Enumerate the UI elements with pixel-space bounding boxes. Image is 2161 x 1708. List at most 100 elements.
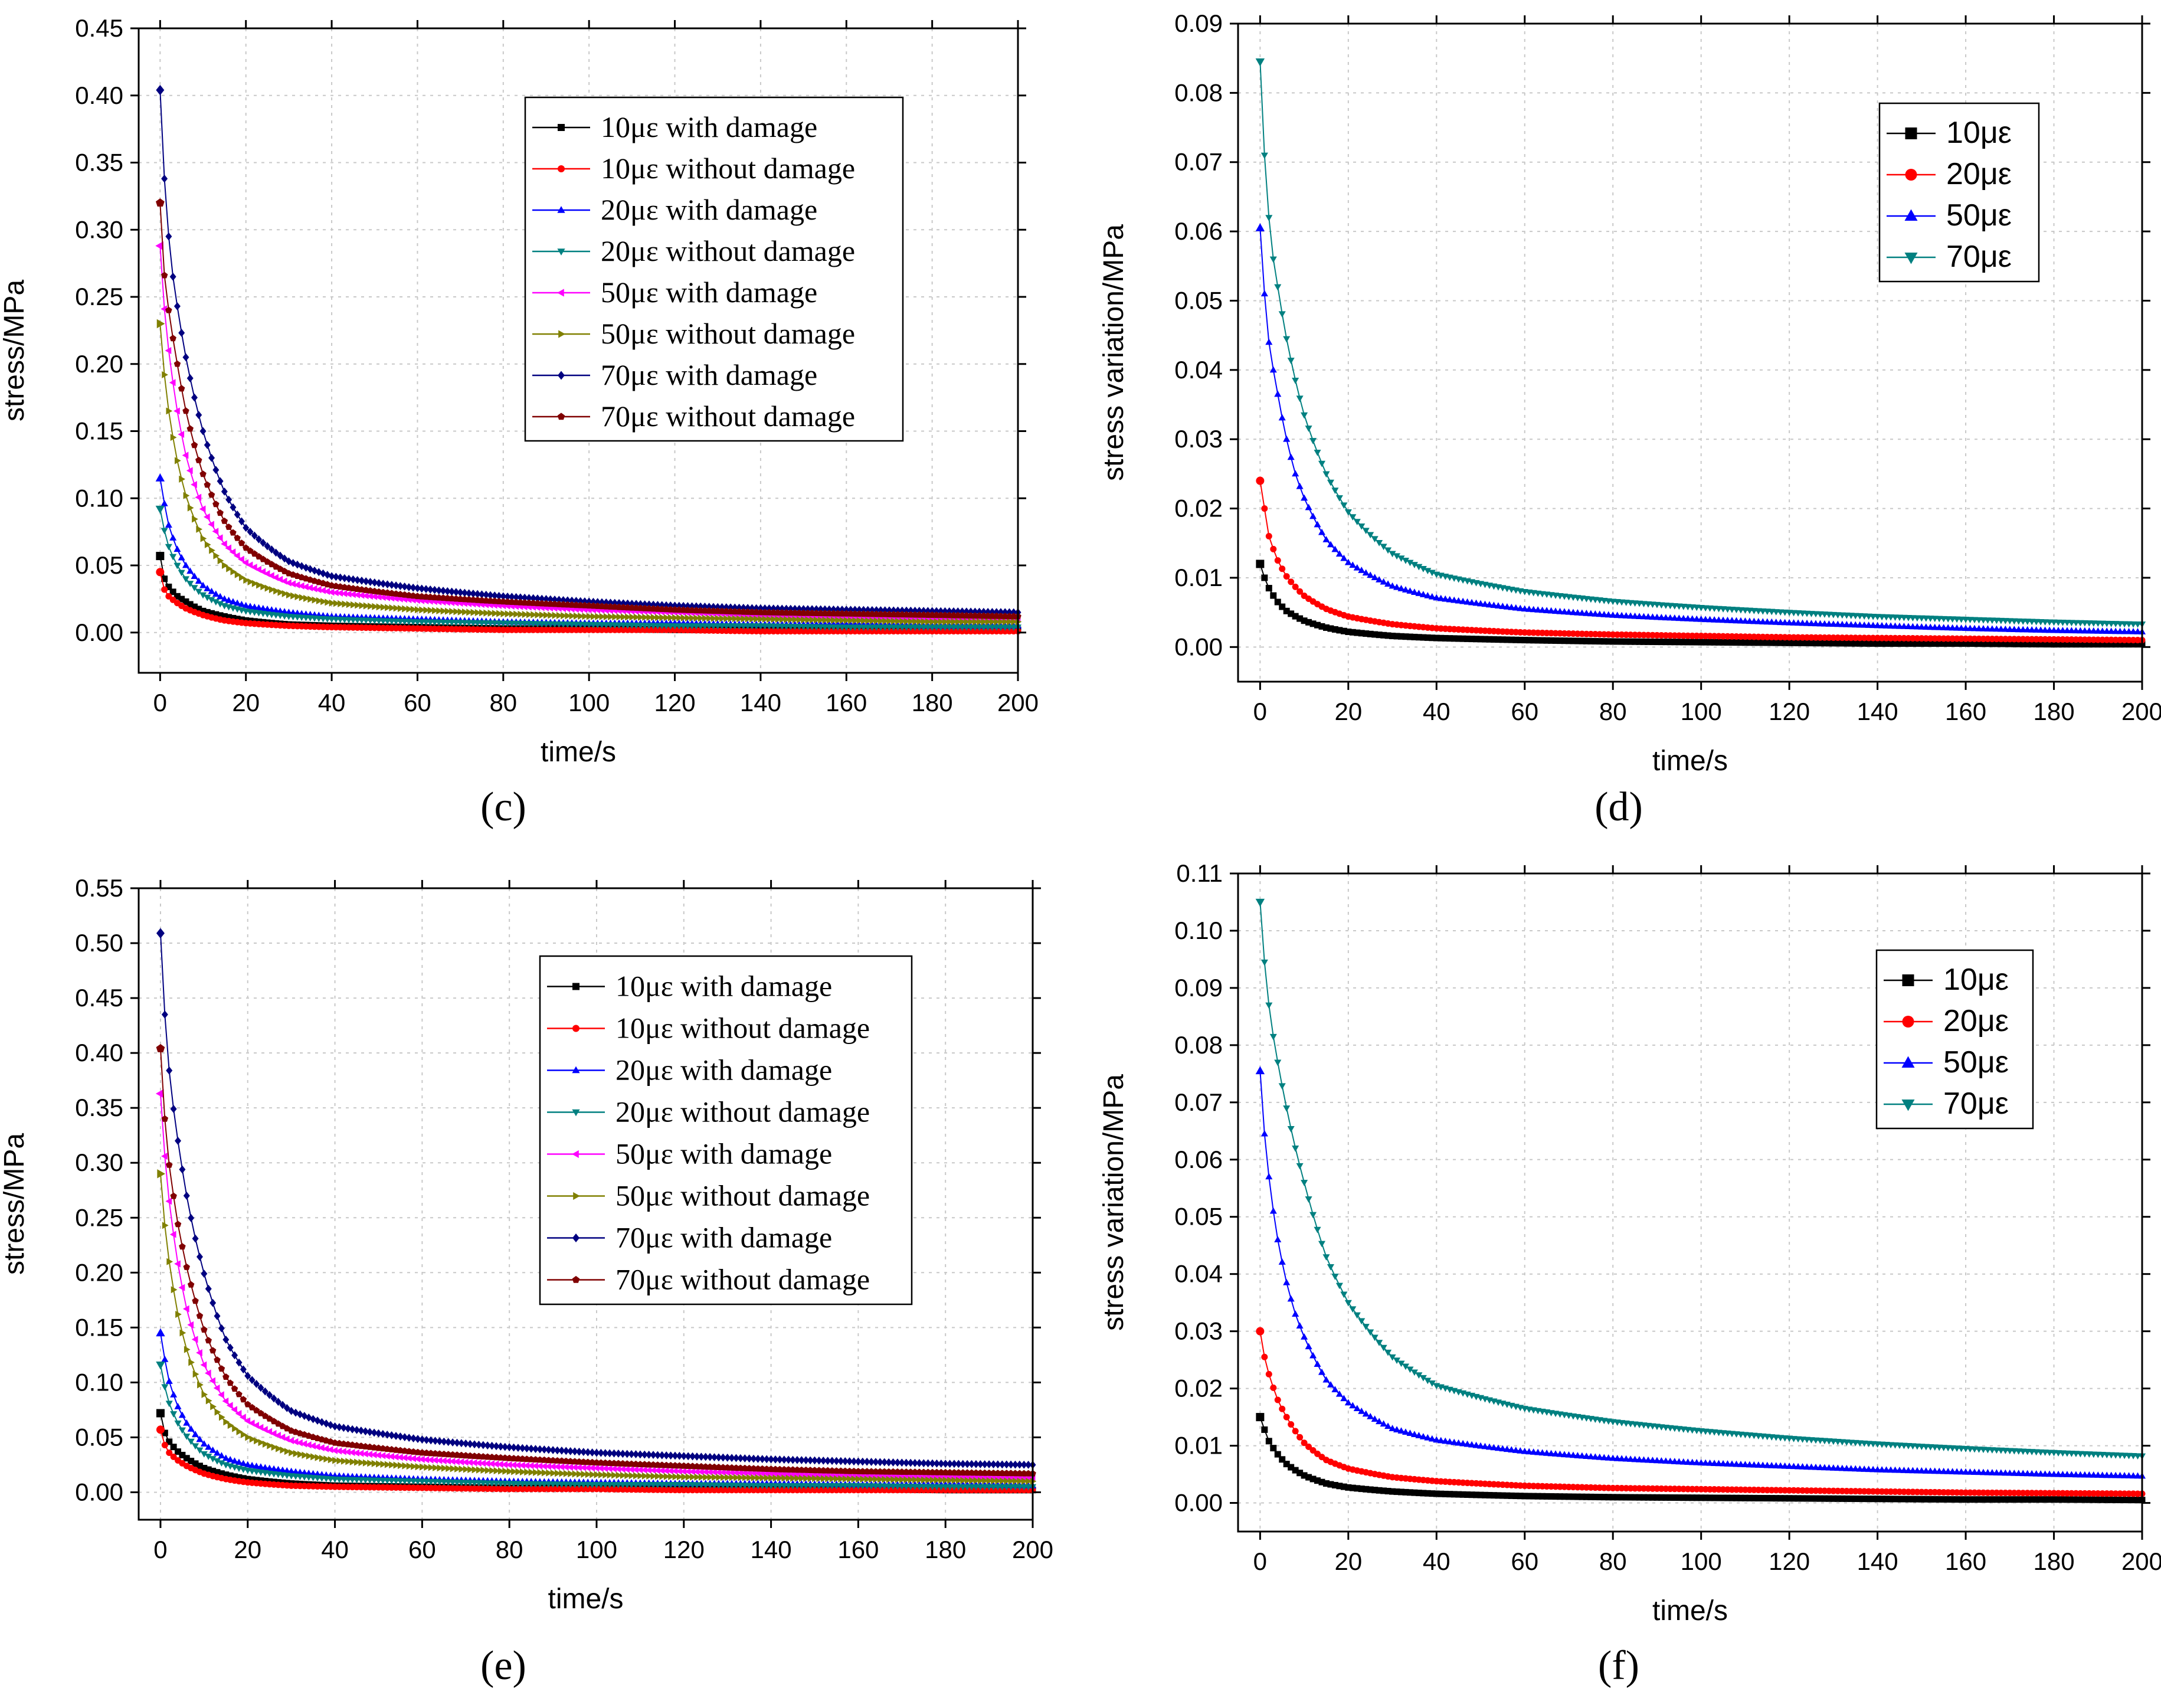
data-point: [196, 1252, 203, 1261]
data-point: [264, 542, 271, 551]
data-point: [218, 1324, 225, 1333]
x-tick-label: 120: [663, 1536, 705, 1563]
data-point: [166, 1066, 173, 1075]
data-point: [461, 588, 468, 597]
data-point: [218, 1365, 225, 1372]
data-point: [521, 593, 528, 602]
y-tick-label: 0.30: [75, 215, 123, 243]
data-point: [698, 614, 705, 622]
data-point: [1002, 618, 1009, 626]
data-point: [170, 1411, 178, 1418]
data-point: [345, 590, 352, 598]
data-point: [1997, 625, 2005, 632]
data-point: [186, 425, 194, 432]
data-point: [212, 599, 220, 606]
data-point: [1322, 536, 1330, 542]
data-point: [1353, 564, 1361, 571]
data-point: [1274, 1396, 1281, 1403]
data-point: [977, 618, 983, 626]
data-point: [221, 487, 228, 496]
data-point: [192, 1297, 199, 1304]
data-point: [603, 613, 610, 620]
data-point: [358, 591, 365, 599]
data-point: [1349, 514, 1357, 521]
data-point: [1292, 470, 1299, 477]
data-point: [676, 614, 683, 621]
data-point: [492, 610, 499, 617]
data-point: [1530, 606, 1537, 613]
data-point: [1503, 603, 1511, 610]
data-point: [221, 540, 227, 548]
data-point: [745, 615, 752, 623]
data-point: [1305, 1343, 1312, 1350]
data-point: [1679, 614, 1687, 621]
series-50-: [1255, 223, 2146, 634]
data-point: [1891, 622, 1899, 629]
data-point: [1895, 622, 1904, 629]
x-tick-label: 80: [496, 1536, 523, 1563]
y-tick-label: 0.06: [1174, 217, 1223, 245]
data-point: [608, 613, 614, 621]
data-point: [1459, 597, 1467, 604]
data-point: [362, 592, 369, 600]
data-point: [342, 600, 349, 608]
data-point: [908, 617, 915, 626]
data-point: [1292, 1428, 1299, 1435]
data-point: [183, 1419, 191, 1426]
data-point: [1728, 617, 1736, 623]
data-point: [217, 509, 224, 516]
data-point: [775, 616, 782, 623]
y-tick-label: 0.45: [75, 984, 123, 1012]
data-point: [1318, 460, 1326, 467]
data-point: [410, 606, 417, 613]
data-point: [199, 581, 207, 588]
data-point: [2041, 626, 2049, 633]
data-point: [852, 617, 859, 624]
data-point: [1733, 617, 1740, 624]
data-point: [200, 535, 207, 542]
data-point: [641, 600, 649, 608]
data-point: [436, 586, 443, 595]
data-point: [1799, 619, 1806, 626]
x-tick-label: 160: [837, 1536, 879, 1563]
data-point: [165, 306, 172, 313]
x-tick-label: 200: [1012, 1536, 1053, 1563]
data-point: [1560, 608, 1569, 615]
data-point: [2024, 626, 2031, 633]
data-point: [1410, 588, 1418, 595]
data-point: [1569, 608, 1577, 616]
data-point: [156, 319, 165, 329]
y-tick-label: 0.35: [75, 149, 123, 176]
data-point: [1424, 568, 1432, 575]
data-point: [216, 534, 223, 542]
data-point: [758, 615, 765, 623]
legend-marker: [558, 330, 565, 338]
y-tick-label: 0.10: [75, 484, 123, 512]
data-point: [242, 559, 249, 567]
data-point: [1393, 553, 1401, 560]
data-point: [161, 1010, 168, 1019]
data-point: [173, 407, 180, 415]
data-point: [212, 466, 220, 475]
data-point: [1953, 624, 1961, 631]
data-point: [243, 576, 250, 584]
data-point: [1715, 616, 1723, 623]
data-point: [165, 1401, 173, 1408]
data-point: [376, 603, 383, 611]
y-tick-label: 0.50: [75, 929, 123, 957]
data-point: [1874, 621, 1881, 629]
data-point: [955, 618, 962, 626]
data-point: [195, 577, 202, 584]
data-point: [1671, 614, 1678, 621]
data-point: [155, 505, 165, 514]
data-point: [1371, 536, 1379, 543]
legend-label: 20με with damage: [615, 1053, 832, 1087]
data-point: [174, 1420, 182, 1427]
data-point: [156, 928, 165, 939]
data-point: [878, 617, 885, 625]
series-70-without-damage: [156, 198, 1021, 620]
data-point: [822, 616, 829, 624]
data-point: [205, 1337, 212, 1344]
data-point: [706, 614, 713, 622]
data-point: [1279, 1405, 1286, 1412]
